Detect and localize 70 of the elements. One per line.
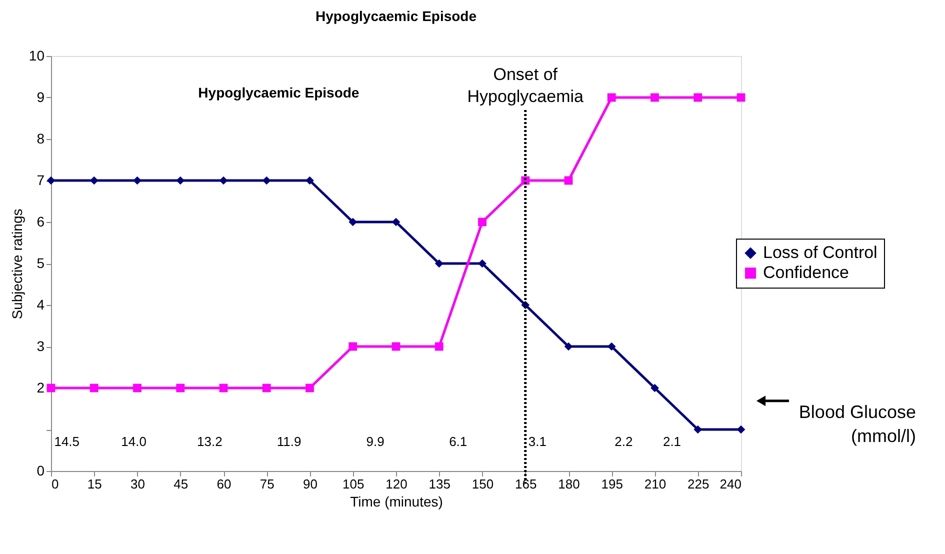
point <box>176 384 185 392</box>
point <box>392 342 400 351</box>
annotation: 2.1 <box>662 434 682 449</box>
annotation: 13.2 <box>197 434 222 449</box>
point <box>219 384 228 392</box>
x-tick-label: 195 <box>601 476 623 492</box>
x-tick-label: 15 <box>87 476 102 492</box>
y-tick-label: 6 <box>36 214 45 230</box>
x-tick-label: 60 <box>216 476 232 492</box>
ref-line-label: Onset of Hypoglycaemia <box>467 64 584 106</box>
legend-label: Confidence <box>763 263 850 282</box>
annotation: 11.9 <box>276 434 302 449</box>
x-tick-label: 225 <box>688 476 710 492</box>
point <box>90 384 98 392</box>
point <box>392 218 400 226</box>
point <box>650 384 659 392</box>
x-tick-label: 30 <box>130 476 145 492</box>
legend-label: Loss of Control <box>763 243 878 262</box>
x-axis-title: Time (minutes) <box>350 494 443 510</box>
y-tick-label: 7 <box>36 172 45 188</box>
point <box>607 93 616 102</box>
point <box>736 425 746 434</box>
point <box>478 218 486 226</box>
annotation: 14.0 <box>121 434 146 449</box>
y-tick-label: 8 <box>36 130 45 146</box>
y-tick-label: 4 <box>36 296 45 312</box>
point <box>434 259 444 268</box>
y-axis-title: Subjective ratings <box>8 208 25 320</box>
x-tick-label: 180 <box>558 476 580 492</box>
point <box>434 342 444 351</box>
annotation: 9.9 <box>366 434 384 449</box>
x-tick-label: 165 <box>515 476 537 492</box>
x-tick-label: 135 <box>428 476 450 492</box>
point <box>133 384 142 392</box>
point <box>650 93 659 102</box>
y-tick-label: 10 <box>28 48 45 64</box>
x-tick-label: 45 <box>174 476 188 492</box>
point <box>478 259 486 268</box>
point <box>306 176 314 185</box>
point <box>694 93 702 102</box>
chart-title: Hypoglycaemic Episode <box>315 8 477 24</box>
annotation: 3.1 <box>528 434 546 449</box>
x-tick-label: 120 <box>386 476 408 492</box>
y-tick-label: 3 <box>36 338 45 354</box>
annotation: 6.1 <box>449 434 468 449</box>
x-tick-label: 0 <box>52 476 59 492</box>
y-tick-label: 2 <box>36 380 45 396</box>
point <box>46 384 56 392</box>
y-tick-label: 9 <box>36 89 45 105</box>
point <box>736 93 746 102</box>
point <box>219 176 228 185</box>
x-tick-label: 240 <box>720 476 742 492</box>
point <box>306 384 314 392</box>
y-tick-label: 0 <box>36 462 45 478</box>
point <box>564 176 573 185</box>
x-tick-label: 75 <box>260 476 274 492</box>
x-tick-label: 90 <box>303 476 318 492</box>
point <box>564 342 573 351</box>
point <box>46 176 56 185</box>
x-tick-label: 105 <box>342 476 364 492</box>
point <box>133 176 142 185</box>
point <box>262 384 271 392</box>
x-tick-label: 210 <box>644 476 666 492</box>
text: Blood Glucose (mmol/l) <box>798 402 916 446</box>
annotation: 14.5 <box>54 434 80 449</box>
annotation: 2.2 <box>614 434 633 449</box>
annotation: Hypoglycaemic Episode <box>198 84 360 100</box>
y-tick-label: 5 <box>36 255 45 271</box>
point <box>348 342 358 351</box>
x-tick-label: 150 <box>472 476 494 492</box>
